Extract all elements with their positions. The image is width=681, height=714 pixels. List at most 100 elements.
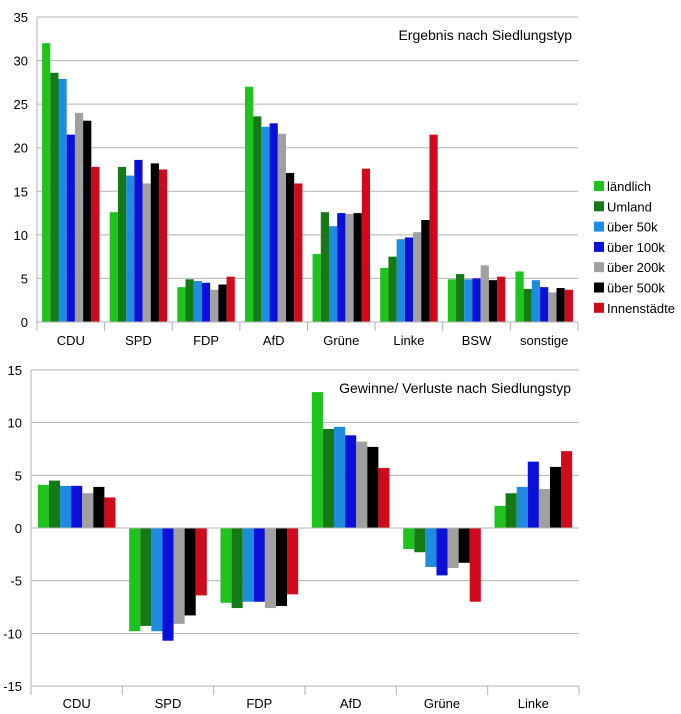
bar <box>356 441 368 528</box>
bar <box>185 279 194 322</box>
y-tick-label: 10 <box>8 416 22 431</box>
bar <box>458 528 470 563</box>
x-tick-label: Linke <box>518 696 549 711</box>
bar <box>561 451 573 528</box>
bar <box>538 489 550 528</box>
legend-swatch <box>594 181 604 191</box>
y-tick-label: 15 <box>8 363 22 378</box>
bar <box>353 213 362 322</box>
bar <box>117 166 127 322</box>
bar <box>142 183 151 322</box>
y-tick-label: 30 <box>14 54 28 69</box>
bar <box>253 528 265 602</box>
bar <box>129 528 141 632</box>
bar <box>277 133 287 322</box>
x-tick-label: CDU <box>57 333 85 348</box>
legend-swatch <box>594 262 604 273</box>
bar <box>126 175 135 322</box>
bar <box>469 528 481 602</box>
x-tick-label: Linke <box>393 333 424 348</box>
bar <box>396 239 405 322</box>
bar <box>201 282 211 322</box>
bar <box>345 213 354 322</box>
bar <box>367 446 379 528</box>
legend-swatch <box>594 302 604 313</box>
legend-label: über 200k <box>607 260 665 275</box>
x-tick-label: FDP <box>246 696 272 711</box>
y-tick-label: 20 <box>14 141 28 156</box>
bar <box>261 126 270 322</box>
legend-label: über 50k <box>607 220 658 235</box>
bar <box>151 528 163 632</box>
bar <box>91 166 100 322</box>
legend-swatch <box>594 282 604 293</box>
bar <box>264 528 276 609</box>
bar <box>523 288 532 322</box>
bar <box>464 279 473 322</box>
bar <box>83 120 92 322</box>
bar <box>404 237 414 322</box>
bar <box>436 528 448 576</box>
bar <box>286 172 295 322</box>
x-tick-label: BSW <box>462 333 492 348</box>
bar <box>210 289 219 322</box>
bar <box>58 78 67 322</box>
bar <box>104 497 116 528</box>
x-tick-label: CDU <box>63 696 91 711</box>
bar <box>497 276 506 322</box>
bar <box>37 484 49 528</box>
x-tick-label: AfD <box>263 333 285 348</box>
bar <box>556 288 565 322</box>
y-tick-label: 25 <box>14 97 28 112</box>
bar <box>195 528 207 596</box>
legend-label: über 500k <box>607 281 665 296</box>
bar <box>275 528 288 606</box>
bar <box>345 435 357 528</box>
bar <box>334 426 346 528</box>
legend-label: ländlich <box>607 179 651 194</box>
bar <box>312 254 321 322</box>
chart-ergebnis: Ergebnis nach Siedlungstyp 0 5 10 15 20 25 30 3… <box>14 10 579 348</box>
bar <box>134 159 143 322</box>
legend-swatch <box>594 201 604 212</box>
bar <box>242 528 254 602</box>
bar <box>516 486 528 528</box>
bar <box>388 256 397 322</box>
x-tick-label: AfD <box>340 696 362 711</box>
bar <box>413 232 422 322</box>
bar <box>429 134 438 322</box>
y-tick-label: 0 <box>15 521 22 536</box>
bar <box>71 485 83 528</box>
bar <box>60 485 72 528</box>
legend: ländlich Umland über 50k über 100k über 200k… <box>594 179 675 316</box>
bar <box>82 493 94 528</box>
y-tick-label: -5 <box>10 574 22 589</box>
bar <box>294 183 303 322</box>
y-tick-label: 5 <box>15 468 22 483</box>
bar <box>74 112 84 322</box>
x-tick-label: SPD <box>155 696 182 711</box>
x-tick-label: Grüne <box>424 696 460 711</box>
bar <box>173 528 185 624</box>
y-tick-label: 15 <box>14 184 28 199</box>
bar <box>494 505 506 528</box>
bar <box>311 392 323 528</box>
bar <box>515 271 524 322</box>
bar <box>549 466 562 528</box>
y-tick-label: 0 <box>21 315 28 330</box>
y-tick-label: -10 <box>3 626 22 641</box>
bar <box>414 528 426 553</box>
bar <box>403 528 415 550</box>
bar <box>328 226 338 322</box>
legend-swatch <box>594 221 604 232</box>
bar <box>337 213 346 322</box>
bar <box>93 486 105 528</box>
bar <box>320 212 329 322</box>
bar <box>456 274 465 322</box>
bar <box>548 292 557 322</box>
legend-swatch <box>594 241 604 252</box>
bar <box>231 528 243 609</box>
bar <box>253 116 262 322</box>
bar <box>244 86 254 322</box>
